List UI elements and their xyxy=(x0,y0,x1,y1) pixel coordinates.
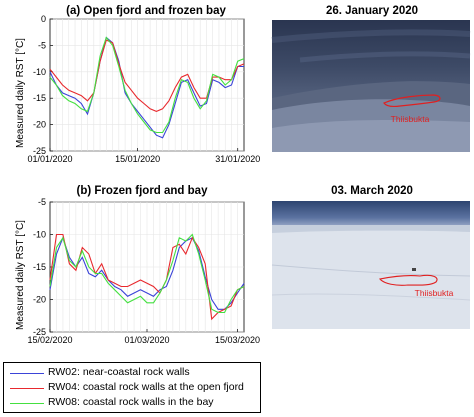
series-line-rw04 xyxy=(49,233,245,321)
y-tick-label: -25 xyxy=(33,146,46,156)
y-tick-label: 0 xyxy=(41,14,46,24)
legend-label-rw08: RW08: coastal rock walls in the bay xyxy=(48,396,214,408)
y-tick-label: -20 xyxy=(33,295,46,305)
x-tick-label: 15/03/2020 xyxy=(215,335,260,345)
photo-january-caption: 26. January 2020 xyxy=(326,5,418,17)
photo-march-caption: 03. March 2020 xyxy=(331,185,413,197)
y-tick-label: -10 xyxy=(33,230,46,240)
chart-a-x-ticks: 01/01/2020 15/01/2020 31/01/2020 xyxy=(27,148,260,164)
chart-b-ylabel: Measured daily RST [°C] xyxy=(15,220,26,330)
chart-b-grid xyxy=(50,201,244,333)
series-line-rw02 xyxy=(49,36,244,139)
photo-january: 26. January 2020 Thiisbukta xyxy=(271,5,471,152)
y-tick-label: -10 xyxy=(33,67,46,77)
chart-b-series xyxy=(49,233,245,321)
chart-a-series xyxy=(49,36,245,139)
legend-item-rw02: RW02: near-coastal rock walls xyxy=(4,366,260,381)
y-tick-label: -5 xyxy=(38,40,46,50)
photo-march-label: Thiisbukta xyxy=(415,288,454,298)
x-tick-label: 01/03/2020 xyxy=(124,335,169,345)
legend-item-rw04: RW04: coastal rock walls at the open fjo… xyxy=(4,381,260,396)
thiisbukta-outline-january xyxy=(383,94,441,107)
chart-b-x-ticks: 15/02/2020 01/03/2020 15/03/2020 xyxy=(27,329,260,345)
legend-line-rw02 xyxy=(10,373,44,374)
chart-a-plot-area xyxy=(49,18,245,152)
photo-january-label: Thiisbukta xyxy=(391,114,430,124)
legend-label-rw02: RW02: near-coastal rock walls xyxy=(48,366,190,378)
legend-label-rw04: RW04: coastal rock walls at the open fjo… xyxy=(48,381,244,393)
series-line-rw08 xyxy=(49,233,245,314)
chart-a-ylabel: Measured daily RST [°C] xyxy=(15,38,26,148)
y-tick-label: -25 xyxy=(33,327,46,337)
x-tick-label: 31/01/2020 xyxy=(215,154,260,164)
photo-march: 03. March 2020 Thiisbukta xyxy=(271,185,471,329)
x-tick-label: 15/02/2020 xyxy=(27,335,72,345)
chart-a-grid xyxy=(50,18,244,152)
chart-panel-b: (b) Frozen fjord and bay -25-20-15-10-5 … xyxy=(15,185,260,345)
y-tick-label: -5 xyxy=(38,197,46,207)
x-tick-label: 15/01/2020 xyxy=(115,154,160,164)
thiisbukta-outline-march xyxy=(379,274,438,286)
legend-line-rw08 xyxy=(10,403,44,404)
y-tick-label: -15 xyxy=(33,93,46,103)
x-tick-label: 01/01/2020 xyxy=(27,154,72,164)
y-tick-label: -20 xyxy=(33,120,46,130)
chart-a-title: (a) Open fjord and frozen bay xyxy=(66,5,226,17)
legend-item-rw08: RW08: coastal rock walls in the bay xyxy=(4,396,260,411)
chart-b-y-ticks: -25 -20 -15 -10 -5 xyxy=(33,197,53,337)
series-line-rw08 xyxy=(49,36,245,134)
y-tick-label: -15 xyxy=(33,262,46,272)
chart-panel-a: (a) Open fjord and frozen bay -25 -20 -15 -… xyxy=(15,5,260,164)
series-line-rw02 xyxy=(49,236,245,310)
legend: RW02: near-coastal rock walls RW04: coas… xyxy=(3,362,261,413)
chart-b-title: (b) Frozen fjord and bay xyxy=(77,185,209,197)
legend-line-rw04 xyxy=(10,388,44,389)
